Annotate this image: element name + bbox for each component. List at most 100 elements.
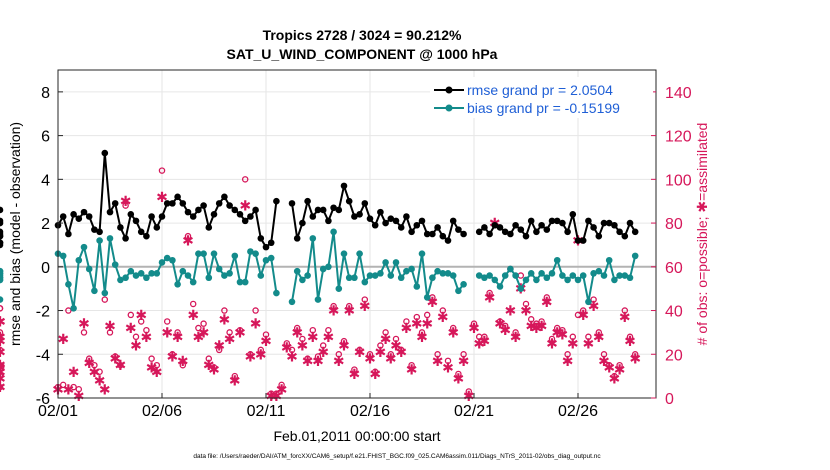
obs-assimilated-point: ✱ [541,295,553,311]
rmse-point [397,224,405,231]
bias-point [403,267,410,275]
bias-point [475,272,483,279]
rmse-point [439,232,447,240]
obs-possible-point [439,307,447,314]
rmse-point [387,215,395,222]
obs-assimilated-point: ✱ [208,363,220,379]
rmse-point [252,206,259,214]
obs-possible-point [533,320,540,327]
rmse-point [65,230,72,238]
rmse-point [579,237,587,244]
bias-point [319,265,327,273]
bias-point [96,237,103,244]
obs-assimilated-point: ✱ [323,330,335,346]
bias-point [148,270,155,277]
obs-assimilated-point: ✱ [0,314,6,330]
rmse-point [221,193,228,201]
rmse-point [382,219,389,227]
rmse-point [423,230,431,238]
obs-assimilated-point: ✱ [577,308,589,324]
left-tick-label-1: -4 [36,347,50,364]
obs-assimilated-point: ✱ [328,304,340,320]
obs-assimilated-point: ✱ [588,299,600,315]
rmse-point [475,228,483,236]
bias-point [491,276,499,284]
rmse-point [574,237,582,244]
bias-point [371,272,379,279]
rmse-point [111,200,119,207]
obs-assimilated-point: ✱ [234,325,246,341]
obs-possible-point [330,302,337,310]
bias-point [397,274,405,282]
rmse-point [174,193,181,201]
bias-point [288,298,296,306]
rmse-point [143,232,150,240]
bias-point [496,283,504,290]
x-tick-label-3: 02/16 [350,403,390,420]
obs-assimilated-point: ✱ [562,354,574,370]
rmse-point [392,217,400,225]
bias-point [413,283,421,290]
obs-possible-point [423,311,431,319]
bias-point [423,294,431,301]
rmse-point [267,239,275,247]
obs-possible-point [179,361,187,369]
obs-possible-point [0,383,4,391]
obs-possible-point [132,333,140,341]
rmse-point [288,200,296,207]
obs-possible-point [486,289,493,297]
obs-assimilated-point: ✱ [187,308,199,324]
obs-possible-point [460,351,467,358]
rmse-point [106,208,114,216]
rmse-point [85,213,93,220]
bias-point [304,272,311,279]
bias-point [200,250,207,257]
bias-point [377,270,384,277]
rmse-point [569,211,577,218]
rmse-point [522,232,530,240]
rmse-point [429,230,436,238]
bias-point [0,274,4,282]
rmse-point [215,200,223,207]
rmse-point [517,226,525,233]
rmse-point [163,200,171,207]
obs-possible-point [117,361,124,369]
obs-assimilated-point: ✱ [198,325,210,341]
left-tick-label-0: -6 [36,391,50,408]
bias-point [449,272,457,279]
rmse-point [408,228,415,236]
rmse-point [231,206,239,214]
bias-point [80,243,88,251]
bias-point [611,276,618,284]
right-tick-label-6: 120 [665,129,692,146]
bias-point [553,256,561,264]
obs-assimilated-point: ✱ [338,339,350,355]
obs-assimilated-point: ✱ [224,332,236,348]
obs-assimilated-point: ✱ [447,325,459,341]
rmse-point [226,202,233,209]
series-layer [0,149,639,312]
rmse-point [70,211,77,218]
obs-possible-point [314,353,322,360]
obs-assimilated-point: ✱ [0,314,6,330]
obs-possible-point [85,355,93,362]
x-axis-ticks: 02/01 02/06 02/11 02/16 02/21 02/26 [38,393,598,420]
obs-possible-point [111,353,119,360]
obs-assimilated-point: ✱ [125,321,137,337]
bias-point [559,272,566,279]
rmse-point [304,197,311,205]
obs-assimilated-point: ✱ [494,317,506,333]
obs-assimilated-point: ✱ [458,354,470,370]
obs-possible-point [611,372,618,380]
bias-point [117,276,124,284]
rmse-point [0,206,4,214]
rmse-point [543,226,551,233]
obs-possible-point [293,324,301,332]
obs-assimilated-point: ✱ [213,339,225,355]
rmse-point [169,200,176,207]
obs-possible-point [590,296,597,303]
rmse-point [91,226,98,233]
obs-assimilated-point: ✱ [505,304,517,320]
obs-assimilated-point: ✱ [531,321,543,337]
rmse-point [273,197,280,205]
